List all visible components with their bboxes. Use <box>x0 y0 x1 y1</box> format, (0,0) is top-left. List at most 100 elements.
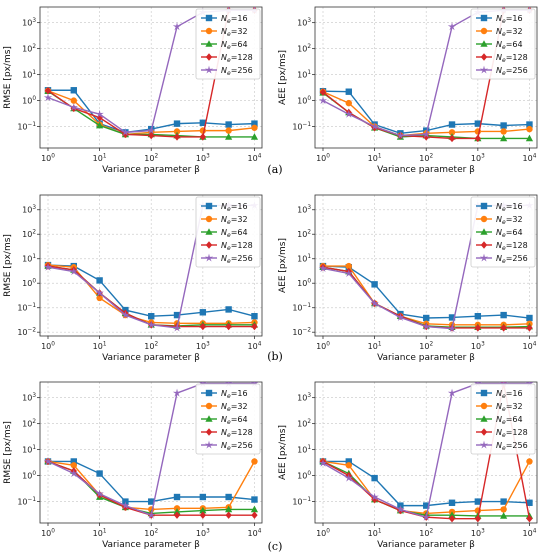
legend-marker-1 <box>480 14 488 22</box>
x-tick-label-3-exp: 3 <box>206 342 210 348</box>
legend-label-5-sym: N <box>496 441 502 450</box>
y-tick-label-4-base: 10 <box>297 230 307 239</box>
data-point-s2-p2 <box>70 97 77 104</box>
y-tick-label-2-base: 10 <box>297 71 307 80</box>
legend-label-1-sub: e <box>502 206 506 213</box>
x-tick-label-0: 100 <box>41 154 55 164</box>
x-tick-label-4-exp: 4 <box>533 529 537 535</box>
y-tick-label-2-exp: 1 <box>32 445 36 451</box>
legend-label-2: Ne=32 <box>496 215 523 226</box>
legend-label-2-sub: e <box>502 31 506 38</box>
x-tick-label-3-exp: 3 <box>206 154 210 160</box>
y-tick-label-2-base: 10 <box>22 279 32 288</box>
x-tick-label-0-base: 10 <box>41 529 51 538</box>
data-point-s4-p5 <box>148 131 155 140</box>
legend-label-5-sub: e <box>502 70 506 77</box>
y-tick-label-3-exp: 1 <box>32 254 36 260</box>
y-tick-label-4-exp: 3 <box>32 393 36 399</box>
legend-marker-4 <box>480 241 488 249</box>
legend-label-3: Ne=64 <box>496 228 523 239</box>
legend-label-1-sub: e <box>502 393 506 400</box>
legend-label-2-sym: N <box>221 215 227 224</box>
legend-label-2-rest: =32 <box>231 27 248 36</box>
x-tick-label-4-exp: 4 <box>258 342 262 348</box>
plot-area <box>43 382 259 519</box>
legend-label-3: Ne=64 <box>221 40 248 51</box>
y-tick-label-4-base: 10 <box>22 19 32 28</box>
y-tick-label-3-exp: 2 <box>307 419 311 425</box>
y-tick-label-4-exp: 2 <box>32 230 36 236</box>
data-point-s2-p9 <box>526 458 533 465</box>
x-tick-label-0-base: 10 <box>316 342 326 351</box>
legend-box <box>195 196 261 268</box>
data-point-s4-p8 <box>500 324 507 332</box>
x-tick-label-4: 104 <box>248 154 262 164</box>
data-point-s1-p9 <box>251 496 258 503</box>
y-tick-label-4-exp: 2 <box>307 230 311 236</box>
legend-label-2: Ne=32 <box>496 27 523 38</box>
data-point-s1-p7 <box>474 313 482 320</box>
y-tick-label-3: 102 <box>22 419 36 429</box>
x-tick-label-2-exp: 2 <box>154 154 158 160</box>
data-point-s4-p9 <box>526 324 533 332</box>
legend-label-3: Ne=64 <box>221 415 248 426</box>
data-point-s1-p9 <box>526 121 533 128</box>
y-tick-label-4-exp: 3 <box>307 393 311 399</box>
y-tick-label-0: 10−1 <box>292 122 311 132</box>
legend-label-5-sym: N <box>496 254 502 263</box>
x-axis-label: Variance parameter β <box>377 353 475 363</box>
legend-label-2-sub: e <box>227 219 231 226</box>
legend-label-5-sub: e <box>502 445 506 452</box>
data-point-s1-p8 <box>225 493 232 501</box>
y-tick-label-0-base: 10 <box>17 498 27 507</box>
data-point-s4-p6 <box>448 134 456 143</box>
data-point-s3-p3 <box>96 121 104 129</box>
y-axis-label: AEE [px/ms] <box>278 425 288 480</box>
chart-4: 100 101 102 103 10410−210−1100101102103Varia… <box>278 194 538 363</box>
y-tick-label-5-base: 10 <box>22 206 32 215</box>
y-tick-label-1-base: 10 <box>17 304 27 313</box>
y-tick-label-4: 103 <box>22 18 36 28</box>
legend-label-1: Ne=16 <box>221 14 248 25</box>
data-point-s2-p6 <box>448 129 456 136</box>
legend-label-5-sub: e <box>227 445 231 452</box>
x-tick-label-3: 103 <box>471 154 485 164</box>
data-point-s5-p2 <box>344 473 353 482</box>
x-tick-label-0: 100 <box>41 342 55 352</box>
y-tick-label-0-exp: −1 <box>303 122 312 128</box>
y-tick-label-2-exp: 1 <box>307 70 311 76</box>
legend-label-1-sym: N <box>496 389 502 398</box>
data-point-s1-p3 <box>371 281 378 288</box>
y-tick-label-4-exp: 3 <box>32 18 36 24</box>
x-tick-label-0-exp: 0 <box>326 529 330 535</box>
data-point-s1-p8 <box>500 311 507 319</box>
x-tick-label-2: 102 <box>419 154 433 164</box>
x-tick-label-2: 102 <box>144 342 158 352</box>
y-tick-label-3: 101 <box>297 254 311 263</box>
legend-label-5-rest: =256 <box>231 441 253 450</box>
y-tick-label-2: 100 <box>22 279 36 289</box>
data-point-s4-p7 <box>474 324 482 332</box>
y-tick-label-5-base: 10 <box>297 206 307 215</box>
x-tick-label-1-base: 10 <box>93 529 103 538</box>
y-tick-label-1-exp: 0 <box>307 96 311 102</box>
legend-label-5-rest: =256 <box>506 441 528 450</box>
y-tick-label-3-base: 10 <box>22 45 32 54</box>
y-tick-label-4-base: 10 <box>22 230 32 239</box>
data-point-s3-p9 <box>525 134 534 142</box>
x-tick-label-3-base: 10 <box>471 529 481 538</box>
legend-marker-2 <box>205 402 213 410</box>
y-tick-label-4: 102 <box>22 230 36 240</box>
x-tick-label-0: 100 <box>316 529 330 539</box>
legend-label-2-rest: =32 <box>506 215 523 224</box>
legend-label-3-rest: =64 <box>506 40 523 49</box>
x-tick-label-2: 102 <box>144 154 158 164</box>
data-point-s1-p3 <box>96 277 103 284</box>
data-point-s5-p1 <box>43 262 53 271</box>
legend-label-4-rest: =128 <box>231 241 253 250</box>
y-tick-label-2: 101 <box>22 445 36 455</box>
legend-label-4-sym: N <box>221 428 227 437</box>
legend-label-4-sub: e <box>227 57 231 64</box>
